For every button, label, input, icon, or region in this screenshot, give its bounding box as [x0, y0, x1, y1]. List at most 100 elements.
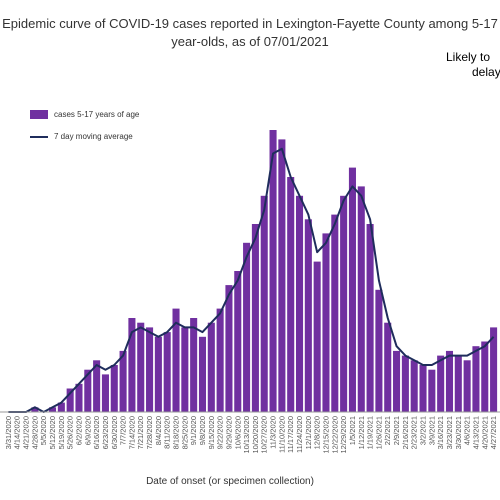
- x-tick-label: 6/16/2020: [92, 416, 101, 449]
- bar-4/28/2020: [31, 407, 39, 412]
- bar-8/11/2020: [163, 332, 171, 412]
- bar-10/27/2020: [260, 195, 268, 412]
- x-tick-label: 9/1/2020: [189, 416, 198, 445]
- x-tick-label: 7/28/2020: [145, 416, 154, 449]
- x-axis-title: Date of onset (or specimen collection): [146, 476, 314, 487]
- legend-swatch-cases: [30, 110, 48, 119]
- chart-title-line-1: Epidemic curve of COVID-19 cases reporte…: [2, 16, 498, 31]
- x-tick-label: 4/13/2021: [471, 416, 480, 449]
- x-tick-label: 8/25/2020: [180, 416, 189, 449]
- x-tick-label: 2/9/2021: [392, 416, 401, 445]
- x-tick-label: 12/8/2020: [313, 416, 322, 449]
- bar-1/12/2021: [357, 186, 365, 412]
- bar-1/26/2021: [375, 289, 383, 412]
- x-tick-label: 9/22/2020: [216, 416, 225, 449]
- bar-4/13/2021: [472, 346, 480, 412]
- legend-swatch-moving-average: [30, 135, 48, 138]
- bar-4/20/2021: [481, 341, 489, 412]
- bar-9/1/2020: [190, 318, 198, 412]
- x-tick-label: 5/26/2020: [66, 416, 75, 449]
- x-tick-label: 1/12/2021: [357, 416, 366, 449]
- bar-8/25/2020: [181, 327, 189, 412]
- x-tick-label: 11/3/2020: [269, 416, 278, 449]
- bar-10/20/2020: [251, 224, 259, 412]
- x-tick-label: 11/10/2020: [277, 416, 286, 453]
- bar-3/30/2021: [454, 355, 462, 412]
- bar-11/24/2020: [295, 195, 304, 412]
- bar-5/12/2020: [48, 407, 57, 412]
- bar-1/5/2021: [348, 167, 356, 412]
- bar-7/21/2020: [137, 322, 145, 412]
- x-tick-label: 6/30/2020: [110, 416, 119, 449]
- bar-6/23/2020: [101, 374, 109, 412]
- x-tick-label: 9/15/2020: [207, 416, 216, 449]
- x-tick-label: 7/7/2020: [119, 416, 128, 445]
- bar-3/2/2021: [419, 365, 427, 412]
- x-tick-label: 11/24/2020: [295, 416, 304, 453]
- x-tick-label: 2/2/2021: [383, 416, 392, 445]
- x-tick-label: 10/27/2020: [260, 416, 269, 454]
- x-tick-label: 9/29/2020: [224, 416, 233, 449]
- x-tick-label: 12/1/2020: [304, 416, 313, 449]
- delay-note-line-2: delay: [472, 65, 500, 79]
- x-tick-label: 3/2/2021: [419, 416, 428, 445]
- x-tick-label: 2/23/2021: [410, 416, 419, 449]
- x-tick-label: 10/6/2020: [233, 416, 242, 449]
- bar-7/14/2020: [128, 318, 136, 412]
- x-tick-label: 3/23/2021: [445, 416, 454, 449]
- bar-6/30/2020: [110, 365, 118, 412]
- x-tick-label: 4/6/2021: [463, 416, 472, 445]
- x-tick-label: 5/5/2020: [39, 416, 48, 445]
- x-tick-label: 1/19/2021: [366, 416, 375, 449]
- bar-5/19/2020: [57, 402, 65, 412]
- x-tick-label: 10/20/2020: [251, 416, 260, 454]
- bar-12/22/2020: [331, 214, 339, 412]
- bar-11/3/2020: [269, 130, 277, 412]
- bar-9/8/2020: [198, 336, 207, 412]
- x-tick-label: 7/21/2020: [136, 416, 145, 449]
- bar-2/16/2021: [401, 355, 409, 412]
- bar-9/15/2020: [207, 322, 215, 412]
- x-tick-label: 4/20/2021: [480, 416, 489, 449]
- x-tick-label: 11/17/2020: [286, 416, 295, 453]
- x-tick-label: 8/4/2020: [154, 416, 163, 445]
- x-tick-label: 12/15/2020: [321, 416, 330, 454]
- x-tick-label: 3/16/2021: [436, 416, 445, 449]
- bar-2/9/2021: [393, 350, 401, 412]
- bar-4/6/2021: [463, 360, 471, 412]
- bar-7/7/2020: [119, 350, 127, 412]
- legend-label-moving-average: 7 day moving average: [54, 132, 133, 141]
- delay-note-line-1: Likely to: [446, 50, 491, 64]
- bar-10/13/2020: [243, 242, 251, 412]
- bar-12/29/2020: [340, 195, 348, 412]
- bar-6/16/2020: [93, 360, 101, 412]
- bar-11/10/2020: [278, 139, 286, 412]
- bar-8/18/2020: [172, 308, 180, 412]
- bar-6/2/2020: [75, 383, 83, 412]
- bar-5/26/2020: [66, 388, 74, 412]
- bar-11/17/2020: [287, 177, 295, 412]
- x-tick-label: 1/5/2021: [348, 416, 357, 445]
- bar-3/23/2021: [445, 350, 454, 412]
- x-tick-label: 10/13/2020: [242, 416, 251, 454]
- x-tick-label: 7/14/2020: [127, 416, 136, 449]
- bar-3/16/2021: [437, 355, 445, 412]
- legend-label-cases: cases 5-17 years of age: [54, 110, 140, 119]
- x-tick-label: 3/9/2021: [427, 416, 436, 445]
- bar-12/1/2020: [304, 219, 312, 412]
- legend-item-cases: cases 5-17 years of age: [30, 110, 139, 119]
- x-tick-label: 1/26/2021: [374, 416, 383, 449]
- x-tick-label: 2/16/2021: [401, 416, 410, 449]
- bar-8/4/2020: [154, 336, 162, 412]
- x-tick-label: 6/23/2020: [101, 416, 110, 449]
- x-tick-label: 8/18/2020: [172, 416, 181, 449]
- bar-2/2/2021: [384, 322, 392, 412]
- x-tick-label: 3/31/2020: [4, 416, 13, 449]
- bar-12/15/2020: [322, 233, 330, 412]
- bar-4/27/2021: [490, 327, 498, 412]
- legend-item-moving-average: 7 day moving average: [30, 132, 133, 141]
- bar-10/6/2020: [234, 271, 242, 412]
- bar-6/9/2020: [84, 369, 92, 412]
- x-axis-ticks: 3/31/2020 4/14/2020 4/21/2020 4/28/2020 5/5/…: [4, 416, 498, 454]
